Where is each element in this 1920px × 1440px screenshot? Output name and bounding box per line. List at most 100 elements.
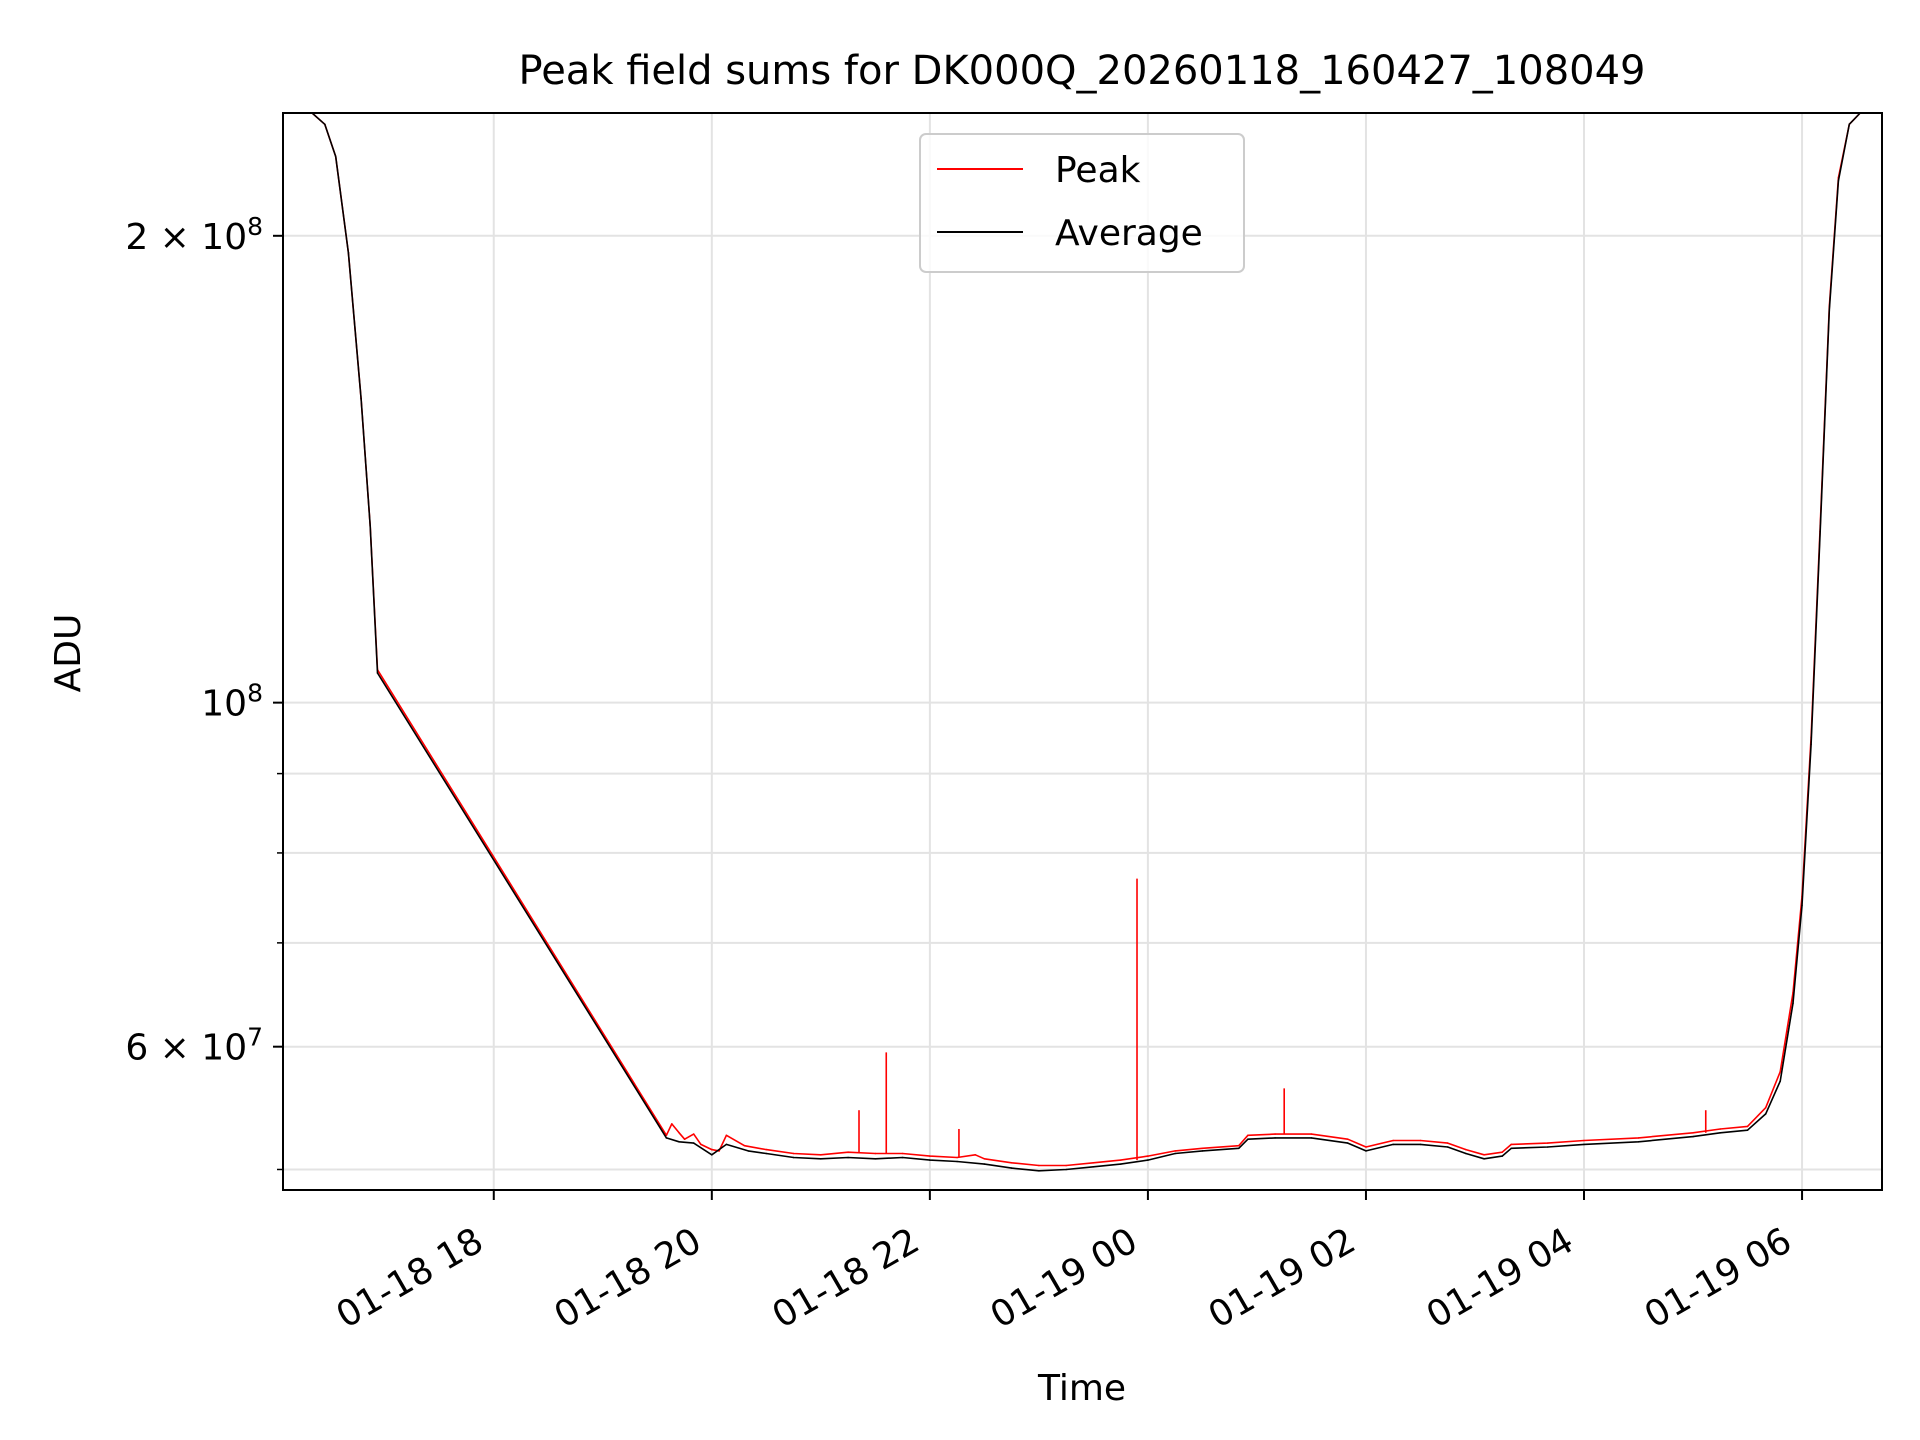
data-point-peak <box>683 1138 686 1140</box>
data-point-peak <box>765 1148 768 1151</box>
data-point-peak <box>743 1144 746 1147</box>
data-point-average <box>1347 1142 1349 1144</box>
data-point-average <box>874 1158 877 1160</box>
data-point-average <box>711 1154 713 1156</box>
data-point-average <box>369 525 372 527</box>
y-tick-label: 108 <box>201 679 263 725</box>
series-layer <box>283 113 1882 1172</box>
data-point-peak <box>1092 1162 1095 1164</box>
data-point-average <box>901 1156 904 1159</box>
data-point-average <box>1365 1150 1367 1152</box>
gridlines <box>283 113 1882 1190</box>
data-point-peak <box>1038 1164 1040 1167</box>
data-point-average <box>1419 1143 1422 1146</box>
data-point-peak <box>1119 1159 1122 1161</box>
data-point-peak <box>956 1156 958 1159</box>
data-point-average <box>1392 1143 1394 1146</box>
data-point-average <box>765 1152 768 1155</box>
y-axis-label: ADU <box>48 614 89 693</box>
data-point-peak <box>1419 1139 1422 1142</box>
data-point-average <box>1174 1152 1176 1155</box>
data-point-average <box>1810 743 1812 746</box>
data-point-peak <box>1510 1143 1513 1146</box>
data-point-average <box>847 1156 849 1159</box>
data-point-average <box>1119 1163 1122 1165</box>
data-point-average <box>347 252 350 254</box>
data-point-peak <box>1583 1139 1585 1142</box>
data-point-peak <box>847 1151 849 1153</box>
data-point-peak <box>1201 1147 1204 1150</box>
data-point-average <box>725 1143 728 1146</box>
data-point-average <box>692 1142 695 1144</box>
data-point-average <box>956 1160 958 1163</box>
data-point-average <box>983 1163 986 1165</box>
plot-area: 01-18 18 01-18 20 01-18 22 01-19 00 01-19 02… <box>125 112 1883 1337</box>
data-point-peak <box>1010 1162 1013 1164</box>
data-point-peak <box>711 1148 713 1151</box>
data-point-average <box>1819 530 1821 532</box>
data-point-peak <box>1238 1144 1240 1147</box>
data-point-peak <box>974 1154 977 1156</box>
data-point-average <box>1583 1143 1585 1146</box>
data-point-average <box>1637 1141 1640 1143</box>
data-point-average <box>1746 1129 1749 1131</box>
data-point-average <box>1848 123 1851 126</box>
data-point-average <box>1828 309 1831 312</box>
data-point-peak <box>1247 1134 1249 1137</box>
data-point-average <box>1201 1150 1204 1152</box>
data-point-average <box>1792 1002 1794 1004</box>
data-point-peak <box>700 1143 702 1146</box>
data-point-peak <box>1764 1106 1767 1109</box>
data-point-average <box>1801 904 1803 907</box>
data-point-peak <box>820 1154 822 1156</box>
data-point-average <box>1764 1113 1767 1115</box>
data-point-peak <box>678 1132 680 1134</box>
y-tick-label: 2 × 108 <box>125 212 263 258</box>
data-point-average <box>1274 1137 1276 1139</box>
data-point-peak <box>1446 1142 1449 1144</box>
data-point-peak <box>671 1123 673 1125</box>
data-point-peak <box>1746 1125 1749 1128</box>
data-point-peak <box>1310 1133 1313 1135</box>
data-point-average <box>1065 1168 1067 1171</box>
data-point-peak <box>1719 1128 1722 1130</box>
data-point-peak <box>1483 1154 1485 1156</box>
data-point-average <box>376 672 379 674</box>
data-point-average <box>665 1137 668 1139</box>
plot-frame <box>282 112 1883 1191</box>
data-point-peak <box>929 1155 931 1157</box>
legend: Peak Average <box>919 133 1245 273</box>
data-point-average <box>1779 1080 1781 1082</box>
data-point-average <box>1010 1167 1013 1169</box>
data-point-peak <box>1392 1139 1394 1142</box>
data-point-average <box>324 123 326 126</box>
data-point-average <box>929 1159 931 1161</box>
data-point-peak <box>874 1152 877 1155</box>
data-point-peak <box>1274 1133 1276 1135</box>
chart-title: Peak field sums for DK000Q_20260118_1604… <box>519 48 1646 94</box>
data-point-average <box>1837 180 1840 182</box>
data-point-average <box>1483 1158 1485 1160</box>
data-point-average <box>1719 1132 1722 1134</box>
data-point-peak <box>1501 1151 1503 1153</box>
data-point-peak <box>1546 1142 1549 1144</box>
data-point-average <box>1147 1159 1149 1161</box>
data-point-average <box>1546 1146 1549 1148</box>
data-point-peak <box>665 1134 668 1137</box>
data-point-average <box>747 1150 749 1152</box>
data-point-average <box>1692 1135 1694 1138</box>
data-point-peak <box>692 1133 695 1135</box>
data-point-average <box>1465 1152 1467 1155</box>
x-axis-label: Time <box>1037 1368 1126 1409</box>
data-point-peak <box>792 1152 795 1155</box>
data-point-peak <box>1779 1071 1781 1073</box>
data-point-average <box>1238 1147 1240 1150</box>
data-point-peak <box>1365 1146 1367 1148</box>
data-point-average <box>334 155 337 158</box>
data-point-average <box>1310 1137 1313 1139</box>
data-point-average <box>678 1141 680 1143</box>
series-line-peak <box>283 113 1882 1167</box>
data-point-average <box>1446 1146 1449 1148</box>
data-point-average <box>792 1156 795 1159</box>
